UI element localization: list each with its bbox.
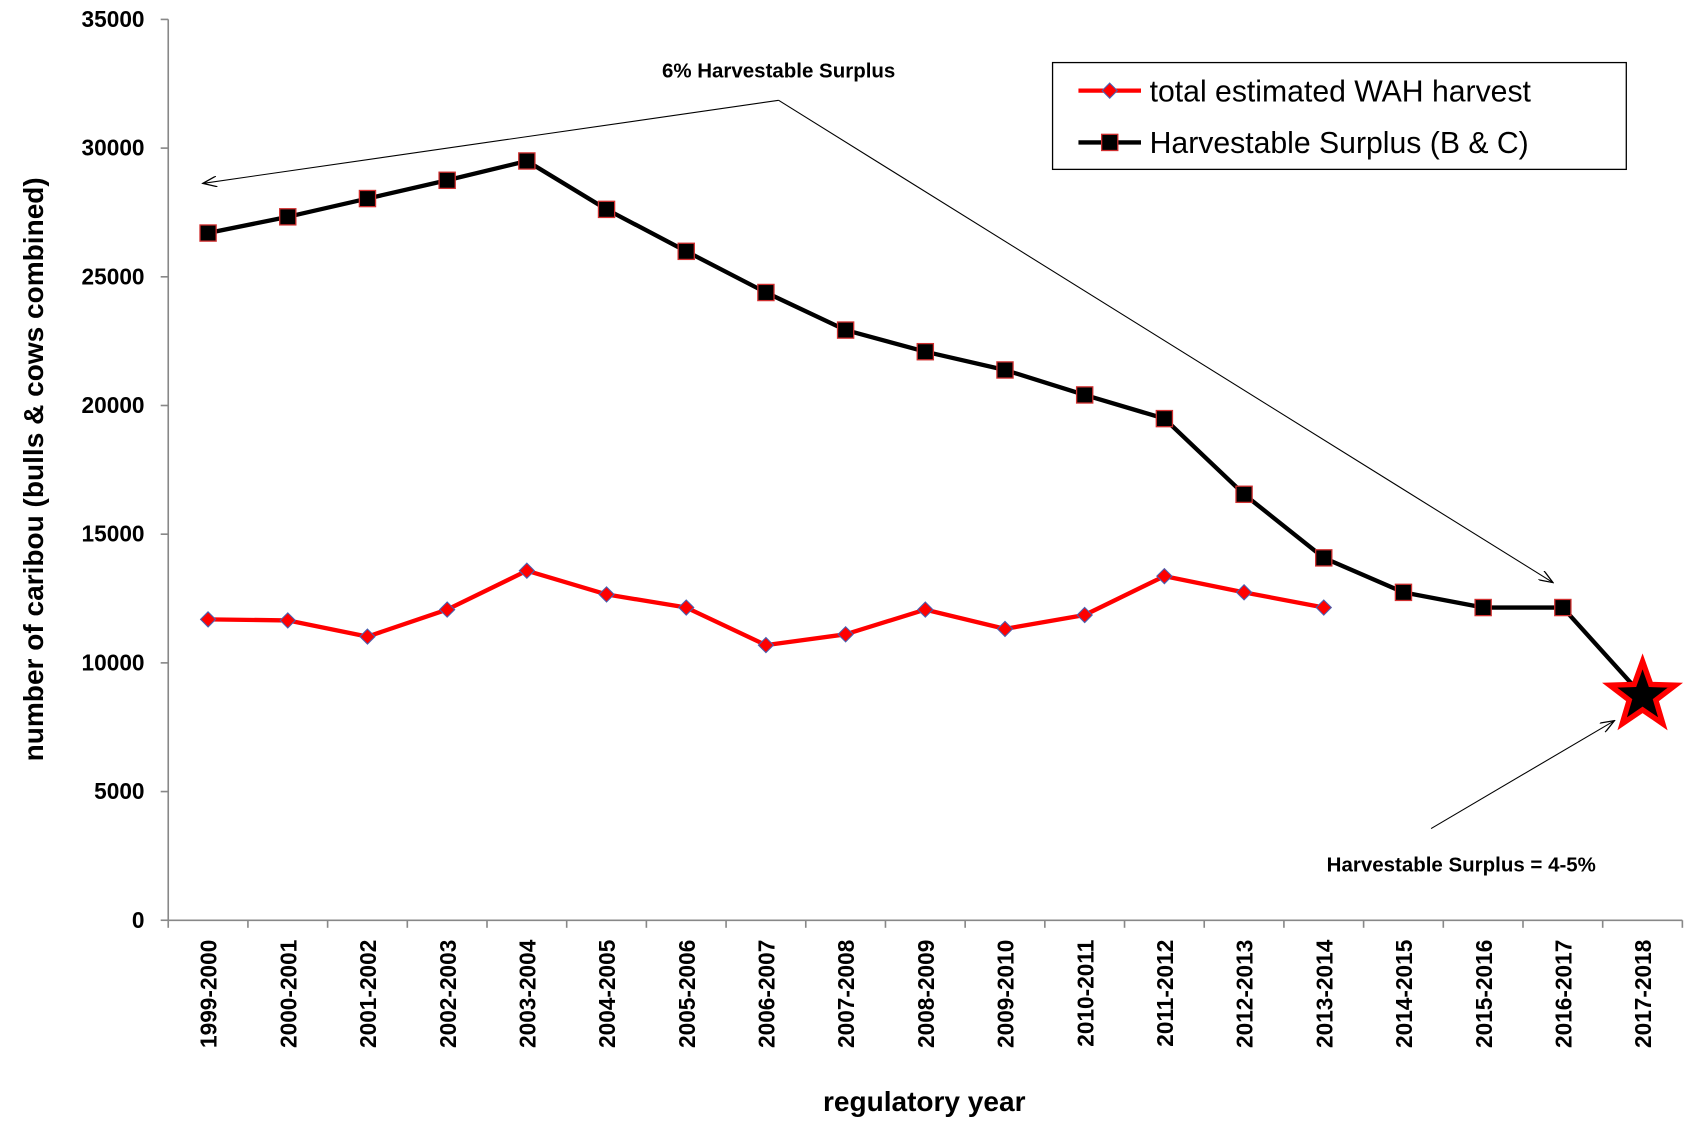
y-tick-label: 5000 [94,778,144,804]
point [598,586,615,603]
point [1100,133,1119,152]
x-tick-label: 2010-2011 [1072,940,1098,1047]
point [916,601,934,618]
y-axis-label: number of caribou (bulls & cows combined… [18,177,49,761]
point [199,224,217,242]
point [1101,82,1119,99]
point [996,620,1014,638]
point [1156,567,1173,585]
annotation: Harvestable Surplus = 4-5% [1327,854,1596,877]
x-tick-label: 2001-2002 [355,940,381,1048]
point [279,208,297,226]
point [597,200,616,219]
point [757,283,775,302]
point [1394,583,1413,602]
x-tick-label: 2000-2001 [275,940,301,1048]
point [1554,598,1572,617]
point [199,611,217,628]
x-tick-label: 1999-2000 [196,940,222,1048]
legend-label: total estimated WAH harvest [1150,75,1532,108]
arrow [778,99,1553,582]
x-tick-label: 2017-2018 [1630,940,1656,1048]
point [836,321,855,339]
point [1315,549,1333,567]
x-tick-label: 2013-2014 [1311,939,1337,1048]
point [677,242,695,261]
series-line [208,568,1325,648]
y-tick-label: 25000 [82,263,145,289]
point [1076,606,1093,624]
arrow [1430,721,1614,830]
point [1315,599,1333,616]
point [518,562,536,580]
x-axis-label: regulatory year [823,1086,1026,1117]
x-tick-label: 2007-2008 [833,940,859,1048]
point [996,361,1014,379]
x-tick-label: 2014-2015 [1391,940,1417,1048]
point [359,628,376,645]
y-tick-label: 10000 [82,649,145,675]
annotation: 6% Harvestable Surplus [662,60,895,83]
x-tick-label: 2016-2017 [1550,940,1576,1048]
point [1235,584,1253,601]
arrow [203,99,779,183]
x-tick-label: 2011-2012 [1152,940,1178,1047]
y-tick-label: 30000 [82,135,145,161]
x-tick-label: 2009-2010 [993,940,1019,1048]
y-tick-label: 35000 [82,6,145,32]
x-tick-label: 2008-2009 [913,940,939,1048]
annotations: 6% Harvestable Surplus Harvestable Surpl… [203,60,1615,877]
point [1235,485,1253,504]
y-tick-label: 0 [132,907,145,933]
point [677,599,695,616]
point [916,342,935,361]
point [1474,598,1492,617]
point [757,636,775,654]
y-tick-label: 20000 [82,392,145,418]
point [438,171,456,190]
legend-label: Harvestable Surplus (B & C) [1150,127,1529,160]
x-tick-label: 2004-2005 [594,940,620,1048]
x-tick-label: 2006-2007 [754,940,780,1048]
y-tick-label: 15000 [82,521,145,547]
point [438,601,456,618]
x-tick-label: 2002-2003 [435,940,461,1048]
point [1602,653,1683,731]
point [1075,386,1094,404]
point [1155,409,1174,428]
x-tick-label: 2003-2004 [514,939,540,1048]
x-tick-label: 2015-2016 [1471,940,1497,1048]
legend-box [1051,61,1627,171]
point [279,612,297,629]
point [837,625,854,643]
x-tick-label: 2005-2006 [674,940,700,1048]
point [358,189,377,208]
x-tick-label: 2012-2013 [1232,940,1258,1048]
point [518,152,536,170]
